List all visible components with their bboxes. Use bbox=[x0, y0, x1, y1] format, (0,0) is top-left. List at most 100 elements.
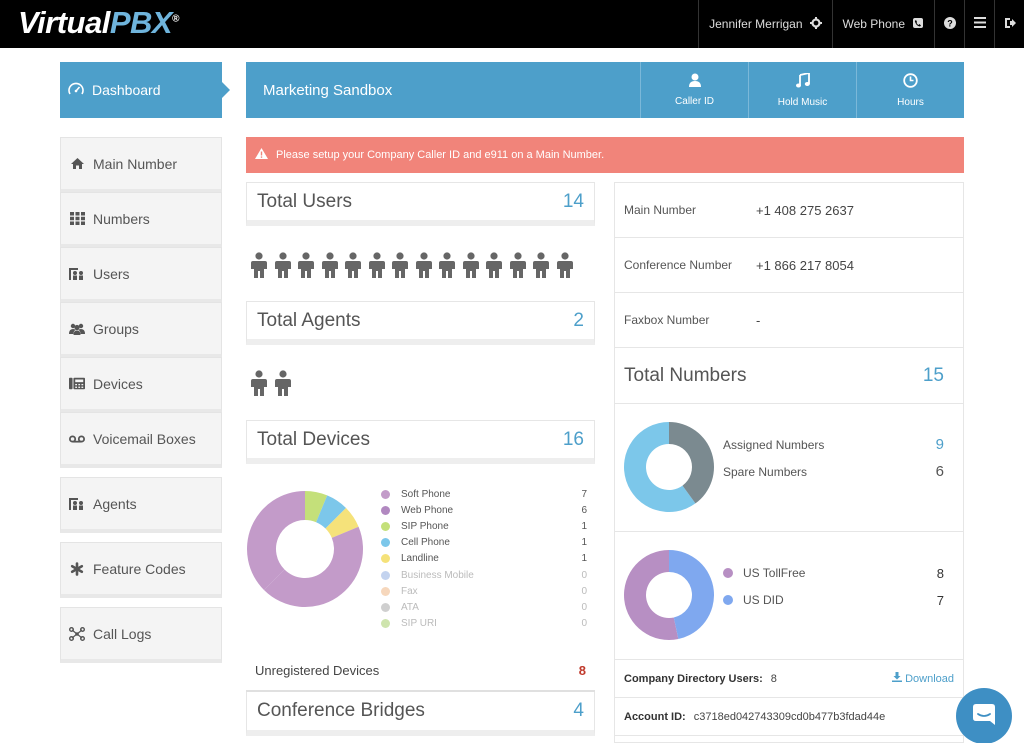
person-icon bbox=[273, 252, 293, 283]
legend-label: ATA bbox=[401, 601, 419, 613]
did-count: 7 bbox=[936, 593, 944, 608]
directory-label: Company Directory Users: bbox=[624, 672, 763, 685]
legend-value: 7 bbox=[581, 488, 587, 500]
conference-number-value: +1 866 217 8054 bbox=[756, 257, 854, 273]
assigned-spare-donut-chart bbox=[624, 422, 714, 512]
person-icon bbox=[320, 252, 340, 283]
total-agents-card[interactable]: Total Agents 2 bbox=[246, 301, 595, 345]
total-numbers-row[interactable]: Total Numbers 15 bbox=[615, 348, 963, 404]
legend-value: 1 bbox=[581, 520, 587, 532]
sidebar-item-numbers[interactable]: Numbers bbox=[60, 192, 222, 248]
tollfree-legend: US TollFree bbox=[723, 566, 805, 580]
donut-slice-cell-phone bbox=[316, 495, 347, 529]
warning-icon bbox=[255, 148, 268, 162]
hours-button[interactable]: Hours bbox=[856, 62, 964, 118]
legend-value: 6 bbox=[581, 504, 587, 516]
person-icon bbox=[688, 73, 701, 90]
conference-number-row: Conference Number +1 866 217 8054 bbox=[615, 238, 963, 293]
number-type-section: US TollFree 8 US DID 7 bbox=[615, 532, 963, 660]
devices-icon bbox=[69, 377, 85, 391]
sidebar-item-devices[interactable]: Devices bbox=[60, 357, 222, 413]
sidebar-item-agents[interactable]: Agents bbox=[60, 477, 222, 533]
hold-music-label: Hold Music bbox=[777, 96, 828, 108]
clock-icon bbox=[903, 72, 918, 91]
users-person-icons bbox=[249, 252, 575, 283]
conference-bridges-card[interactable]: Conference Bridges 4 bbox=[246, 692, 595, 736]
web-phone-button[interactable]: Web Phone bbox=[831, 0, 935, 48]
assigned-spare-section: Assigned Numbers 9 Spare Numbers 6 bbox=[615, 404, 963, 532]
legend-label: SIP URI bbox=[401, 618, 437, 630]
sidebar-item-label: Feature Codes bbox=[93, 560, 186, 577]
account-title: Marketing Sandbox bbox=[263, 81, 393, 99]
person-icon bbox=[249, 370, 269, 401]
groups-icon bbox=[69, 322, 85, 336]
donut-slice-sip-phone bbox=[305, 491, 328, 523]
setup-alert: Please setup your Company Caller ID and … bbox=[246, 137, 964, 173]
users-icon bbox=[69, 267, 85, 281]
chat-button[interactable] bbox=[956, 688, 1012, 743]
did-legend: US DID bbox=[723, 593, 784, 607]
total-users-card[interactable]: Total Users 14 bbox=[246, 182, 595, 226]
sidebar-item-main-number[interactable]: Main Number bbox=[60, 137, 222, 193]
sidebar-item-label: Call Logs bbox=[93, 625, 152, 642]
sidebar-item-dashboard[interactable]: Dashboard bbox=[60, 62, 230, 118]
legend-value: 0 bbox=[581, 585, 587, 597]
unregistered-devices-row[interactable]: Unregistered Devices 8 bbox=[246, 650, 595, 692]
caller-id-label: Caller ID bbox=[675, 96, 714, 107]
legend-label: Cell Phone bbox=[401, 537, 450, 549]
svg-text:?: ? bbox=[947, 18, 953, 28]
legend-label: Landline bbox=[401, 553, 439, 565]
conference-bridges-count: 4 bbox=[573, 700, 584, 721]
legend-item: ATA 0 bbox=[381, 599, 587, 615]
legend-item: SIP URI 0 bbox=[381, 616, 587, 632]
donut-slice-assigned bbox=[624, 422, 696, 512]
sidebar-item-groups[interactable]: Groups bbox=[60, 302, 222, 358]
phone-icon bbox=[912, 17, 924, 32]
network-icon bbox=[69, 626, 85, 641]
legend-dot bbox=[381, 554, 390, 564]
sidebar-item-label: Users bbox=[93, 265, 130, 282]
did-label: US DID bbox=[743, 593, 784, 607]
voicemail-icon bbox=[69, 432, 85, 446]
numbers-panel: Main Number +1 408 275 2637 Conference N… bbox=[614, 182, 964, 743]
legend-label: Business Mobile bbox=[401, 569, 474, 581]
person-icon bbox=[273, 370, 293, 401]
unregistered-label: Unregistered Devices bbox=[255, 662, 380, 678]
account-id-value: c3718ed042743309cd0b477b3fdad44e bbox=[693, 710, 886, 723]
unregistered-count: 8 bbox=[578, 662, 586, 678]
company-directory-row: Company Directory Users: 8 Download bbox=[615, 660, 963, 698]
sidebar-item-feature-codes[interactable]: Feature Codes bbox=[60, 542, 222, 598]
legend-label: Soft Phone bbox=[401, 488, 451, 500]
sidebar-item-call-logs[interactable]: Call Logs bbox=[60, 607, 222, 663]
faxbox-number-row: Faxbox Number - bbox=[615, 293, 963, 348]
sidebar-item-users[interactable]: Users bbox=[60, 247, 222, 303]
person-icon bbox=[249, 252, 269, 283]
sidebar-item-label: Main Number bbox=[93, 155, 178, 172]
download-link[interactable]: Download bbox=[892, 672, 954, 685]
menu-button[interactable] bbox=[964, 0, 994, 48]
donut-slice-spare bbox=[669, 422, 714, 504]
sidebar-item-label: Groups bbox=[93, 320, 139, 337]
total-users-count: 14 bbox=[562, 190, 584, 212]
help-button[interactable]: ? bbox=[934, 0, 964, 48]
virtualpbx-logo[interactable]: VirtualPBX® bbox=[18, 5, 179, 40]
tollfree-count: 8 bbox=[936, 566, 944, 581]
legend-label: Web Phone bbox=[401, 504, 454, 516]
logout-button[interactable] bbox=[994, 0, 1024, 48]
person-icon bbox=[414, 252, 434, 283]
legend-dot bbox=[381, 586, 390, 596]
sidebar-item-voicemail[interactable]: Voicemail Boxes bbox=[60, 412, 222, 468]
asterisk-icon bbox=[69, 561, 85, 576]
legend-value: 1 bbox=[581, 537, 587, 549]
hold-music-button[interactable]: Hold Music bbox=[748, 62, 856, 118]
total-devices-label: Total Devices bbox=[257, 428, 370, 450]
sidebar-item-label: Voicemail Boxes bbox=[93, 430, 196, 447]
gear-icon bbox=[809, 16, 822, 32]
top-nav: Jennifer Merrigan Web Phone ? bbox=[698, 0, 1024, 48]
caller-id-button[interactable]: Caller ID bbox=[640, 62, 748, 118]
person-icon bbox=[531, 252, 551, 283]
total-devices-card[interactable]: Total Devices 16 bbox=[246, 420, 595, 464]
tollfree-dot bbox=[723, 568, 733, 578]
user-menu[interactable]: Jennifer Merrigan bbox=[698, 0, 831, 48]
faxbox-number-label: Faxbox Number bbox=[624, 313, 710, 327]
